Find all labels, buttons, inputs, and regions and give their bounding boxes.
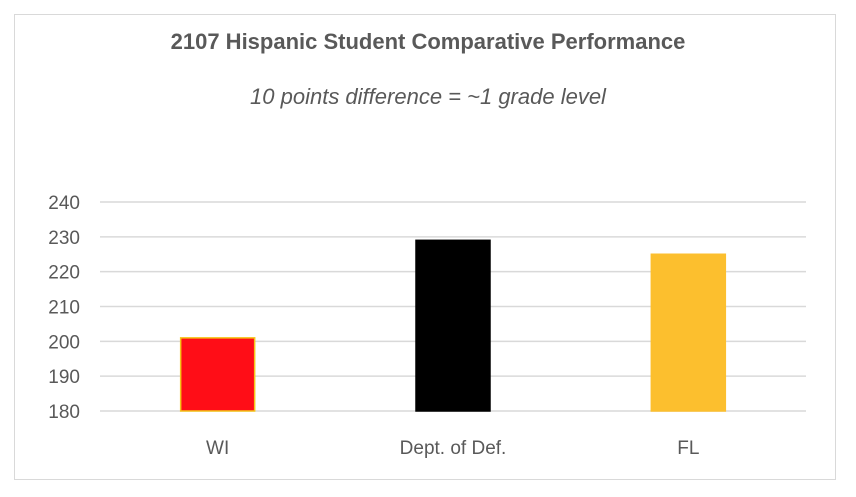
bars [179,239,727,412]
y-tick-label: 220 [48,263,80,284]
x-category-label: WI [206,438,229,459]
x-axis-category-labels: WI Dept. of Def. FL [206,438,699,459]
y-tick-label: 210 [48,298,80,319]
y-tick-label: 240 [48,193,80,214]
bar-wi [179,337,256,412]
y-tick-label: 230 [48,228,80,249]
x-category-label: Dept. of Def. [400,438,507,459]
bar-fl [650,253,727,412]
y-tick-label: 190 [48,367,80,388]
y-axis-tick-labels: 180 190 200 210 220 230 240 [48,193,80,423]
bar-dept-of-def [415,239,491,412]
chart-title: 2107 Hispanic Student Comparative Perfor… [170,29,686,54]
x-category-label: FL [677,438,699,459]
chart-subtitle: 10 points difference = ~1 grade level [250,84,606,109]
y-tick-label: 180 [48,402,80,423]
y-tick-label: 200 [48,332,80,353]
